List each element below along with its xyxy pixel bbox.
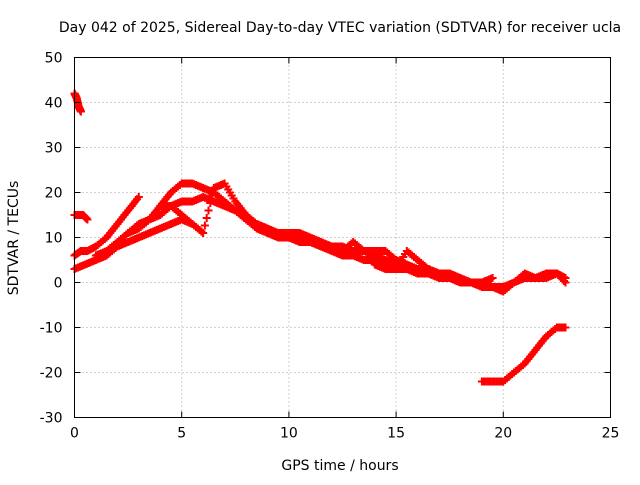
data-point bbox=[561, 323, 570, 332]
y-tick-label: -30 bbox=[40, 411, 63, 427]
x-tick-label: 5 bbox=[177, 426, 186, 442]
y-tick-label: 40 bbox=[45, 96, 63, 112]
series-trace-g bbox=[156, 179, 401, 269]
x-tick-label: 20 bbox=[494, 426, 512, 442]
y-tick-label: 10 bbox=[45, 231, 63, 247]
series-layer bbox=[70, 89, 570, 386]
data-point bbox=[76, 107, 85, 116]
x-axis-label: GPS time / hours bbox=[281, 458, 398, 474]
chart-title: Day 042 of 2025, Sidereal Day-to-day VTE… bbox=[59, 20, 621, 36]
y-tick-label: 50 bbox=[45, 51, 63, 67]
data-point bbox=[199, 229, 208, 237]
data-point bbox=[200, 221, 209, 230]
y-tick-label: -10 bbox=[40, 321, 63, 337]
series-trace-h bbox=[370, 247, 497, 287]
data-point bbox=[83, 215, 92, 224]
y-tick-label: 20 bbox=[45, 186, 63, 202]
series-trace-b bbox=[70, 211, 92, 224]
x-tick-label: 0 bbox=[70, 426, 79, 442]
y-axis-label: SDTVAR / TECUs bbox=[6, 181, 22, 296]
y-tick-label: 30 bbox=[45, 141, 63, 157]
data-point bbox=[208, 191, 217, 200]
data-point bbox=[561, 278, 570, 287]
x-tick-label: 10 bbox=[280, 426, 298, 442]
data-point bbox=[204, 206, 213, 215]
series-trace-c bbox=[70, 193, 143, 260]
data-point bbox=[488, 274, 497, 282]
y-tick-label: 0 bbox=[54, 276, 63, 292]
series-trace-i bbox=[477, 323, 570, 386]
x-tick-label: 15 bbox=[387, 426, 405, 442]
data-point bbox=[202, 214, 211, 222]
data-point bbox=[560, 277, 568, 285]
y-tick-label: -20 bbox=[40, 366, 63, 382]
data-point bbox=[134, 193, 143, 201]
data-point bbox=[206, 199, 215, 207]
axis-layer: 0 5 10 15 20 25 -30 -20 -10 0 10 20 30 40 50 bbox=[40, 51, 620, 442]
x-tick-label: 25 bbox=[602, 426, 620, 442]
